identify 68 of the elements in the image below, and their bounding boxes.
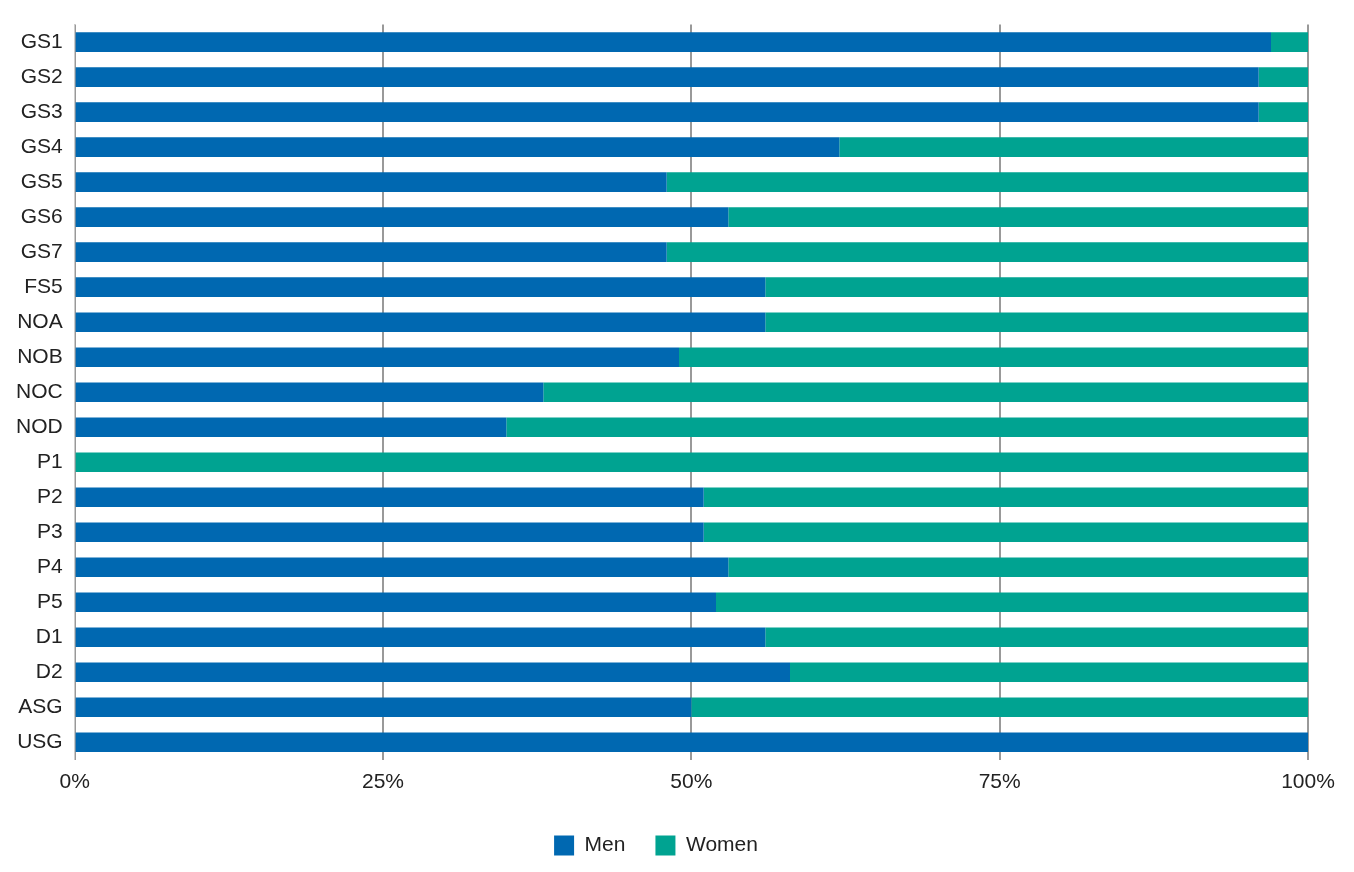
y-tick-label: GS5	[20, 168, 63, 192]
y-tick-label: USG	[17, 729, 63, 753]
y-tick-label: FS5	[24, 273, 63, 297]
y-tick-label: GS2	[20, 63, 63, 87]
bar	[703, 487, 1308, 508]
bar	[75, 627, 766, 648]
bar	[75, 662, 790, 683]
bar	[666, 172, 1308, 192]
y-tick-label: NOA	[17, 308, 63, 332]
y-tick-label: GS7	[20, 238, 63, 262]
bar	[543, 382, 1308, 402]
x-tick-label: 75%	[978, 769, 1021, 793]
bar	[75, 697, 692, 718]
legend-label: Men	[584, 832, 626, 856]
x-tick-label: 100%	[1281, 769, 1335, 793]
bar	[75, 242, 667, 262]
bar	[75, 732, 1308, 753]
y-tick-label: ASG	[18, 694, 63, 718]
bar	[75, 347, 679, 367]
bar	[75, 207, 729, 227]
y-tick-label: GS4	[20, 133, 63, 157]
y-tick-label: NOC	[15, 379, 63, 402]
y-tick-label: NOD	[15, 414, 63, 438]
bar	[839, 137, 1308, 157]
bar	[765, 277, 1308, 297]
bar	[703, 522, 1308, 543]
bar	[691, 697, 1308, 718]
bar	[765, 312, 1308, 332]
y-tick-label: GS1	[20, 28, 63, 52]
bar	[75, 312, 766, 332]
x-tick-label: 50%	[670, 769, 713, 793]
y-tick-label: NOB	[17, 343, 63, 367]
bar	[75, 592, 716, 613]
bar	[790, 662, 1308, 683]
x-tick-label: 25%	[361, 769, 405, 793]
y-tick-label: P3	[36, 519, 63, 543]
legend-label: Women	[685, 832, 758, 856]
y-tick-label: GS6	[20, 203, 63, 227]
y-tick-label: GS3	[20, 98, 63, 122]
bar	[679, 347, 1308, 367]
bar	[1258, 67, 1308, 87]
bar	[728, 207, 1308, 227]
bar	[666, 242, 1308, 262]
x-tick-label: 0%	[59, 769, 90, 793]
y-tick-label: P1	[36, 449, 63, 473]
bar	[75, 67, 1259, 87]
bar	[765, 627, 1308, 648]
bar	[75, 102, 1259, 122]
bar	[716, 592, 1308, 613]
bar	[1271, 32, 1308, 52]
bar	[75, 137, 840, 157]
bar	[75, 487, 704, 508]
bar	[75, 557, 729, 578]
y-tick-label: P5	[36, 589, 63, 613]
y-tick-label: P4	[36, 554, 63, 578]
bar	[75, 32, 1271, 52]
bar	[506, 417, 1308, 438]
bar	[75, 452, 1308, 473]
bar	[728, 557, 1308, 578]
bar	[1258, 102, 1308, 122]
bar	[75, 522, 704, 543]
bar	[75, 417, 507, 438]
bar	[75, 172, 667, 192]
bar	[75, 382, 544, 402]
y-tick-label: D1	[35, 624, 63, 648]
bar	[75, 277, 766, 297]
y-tick-label: D2	[35, 659, 63, 683]
y-tick-label: P2	[36, 484, 63, 508]
